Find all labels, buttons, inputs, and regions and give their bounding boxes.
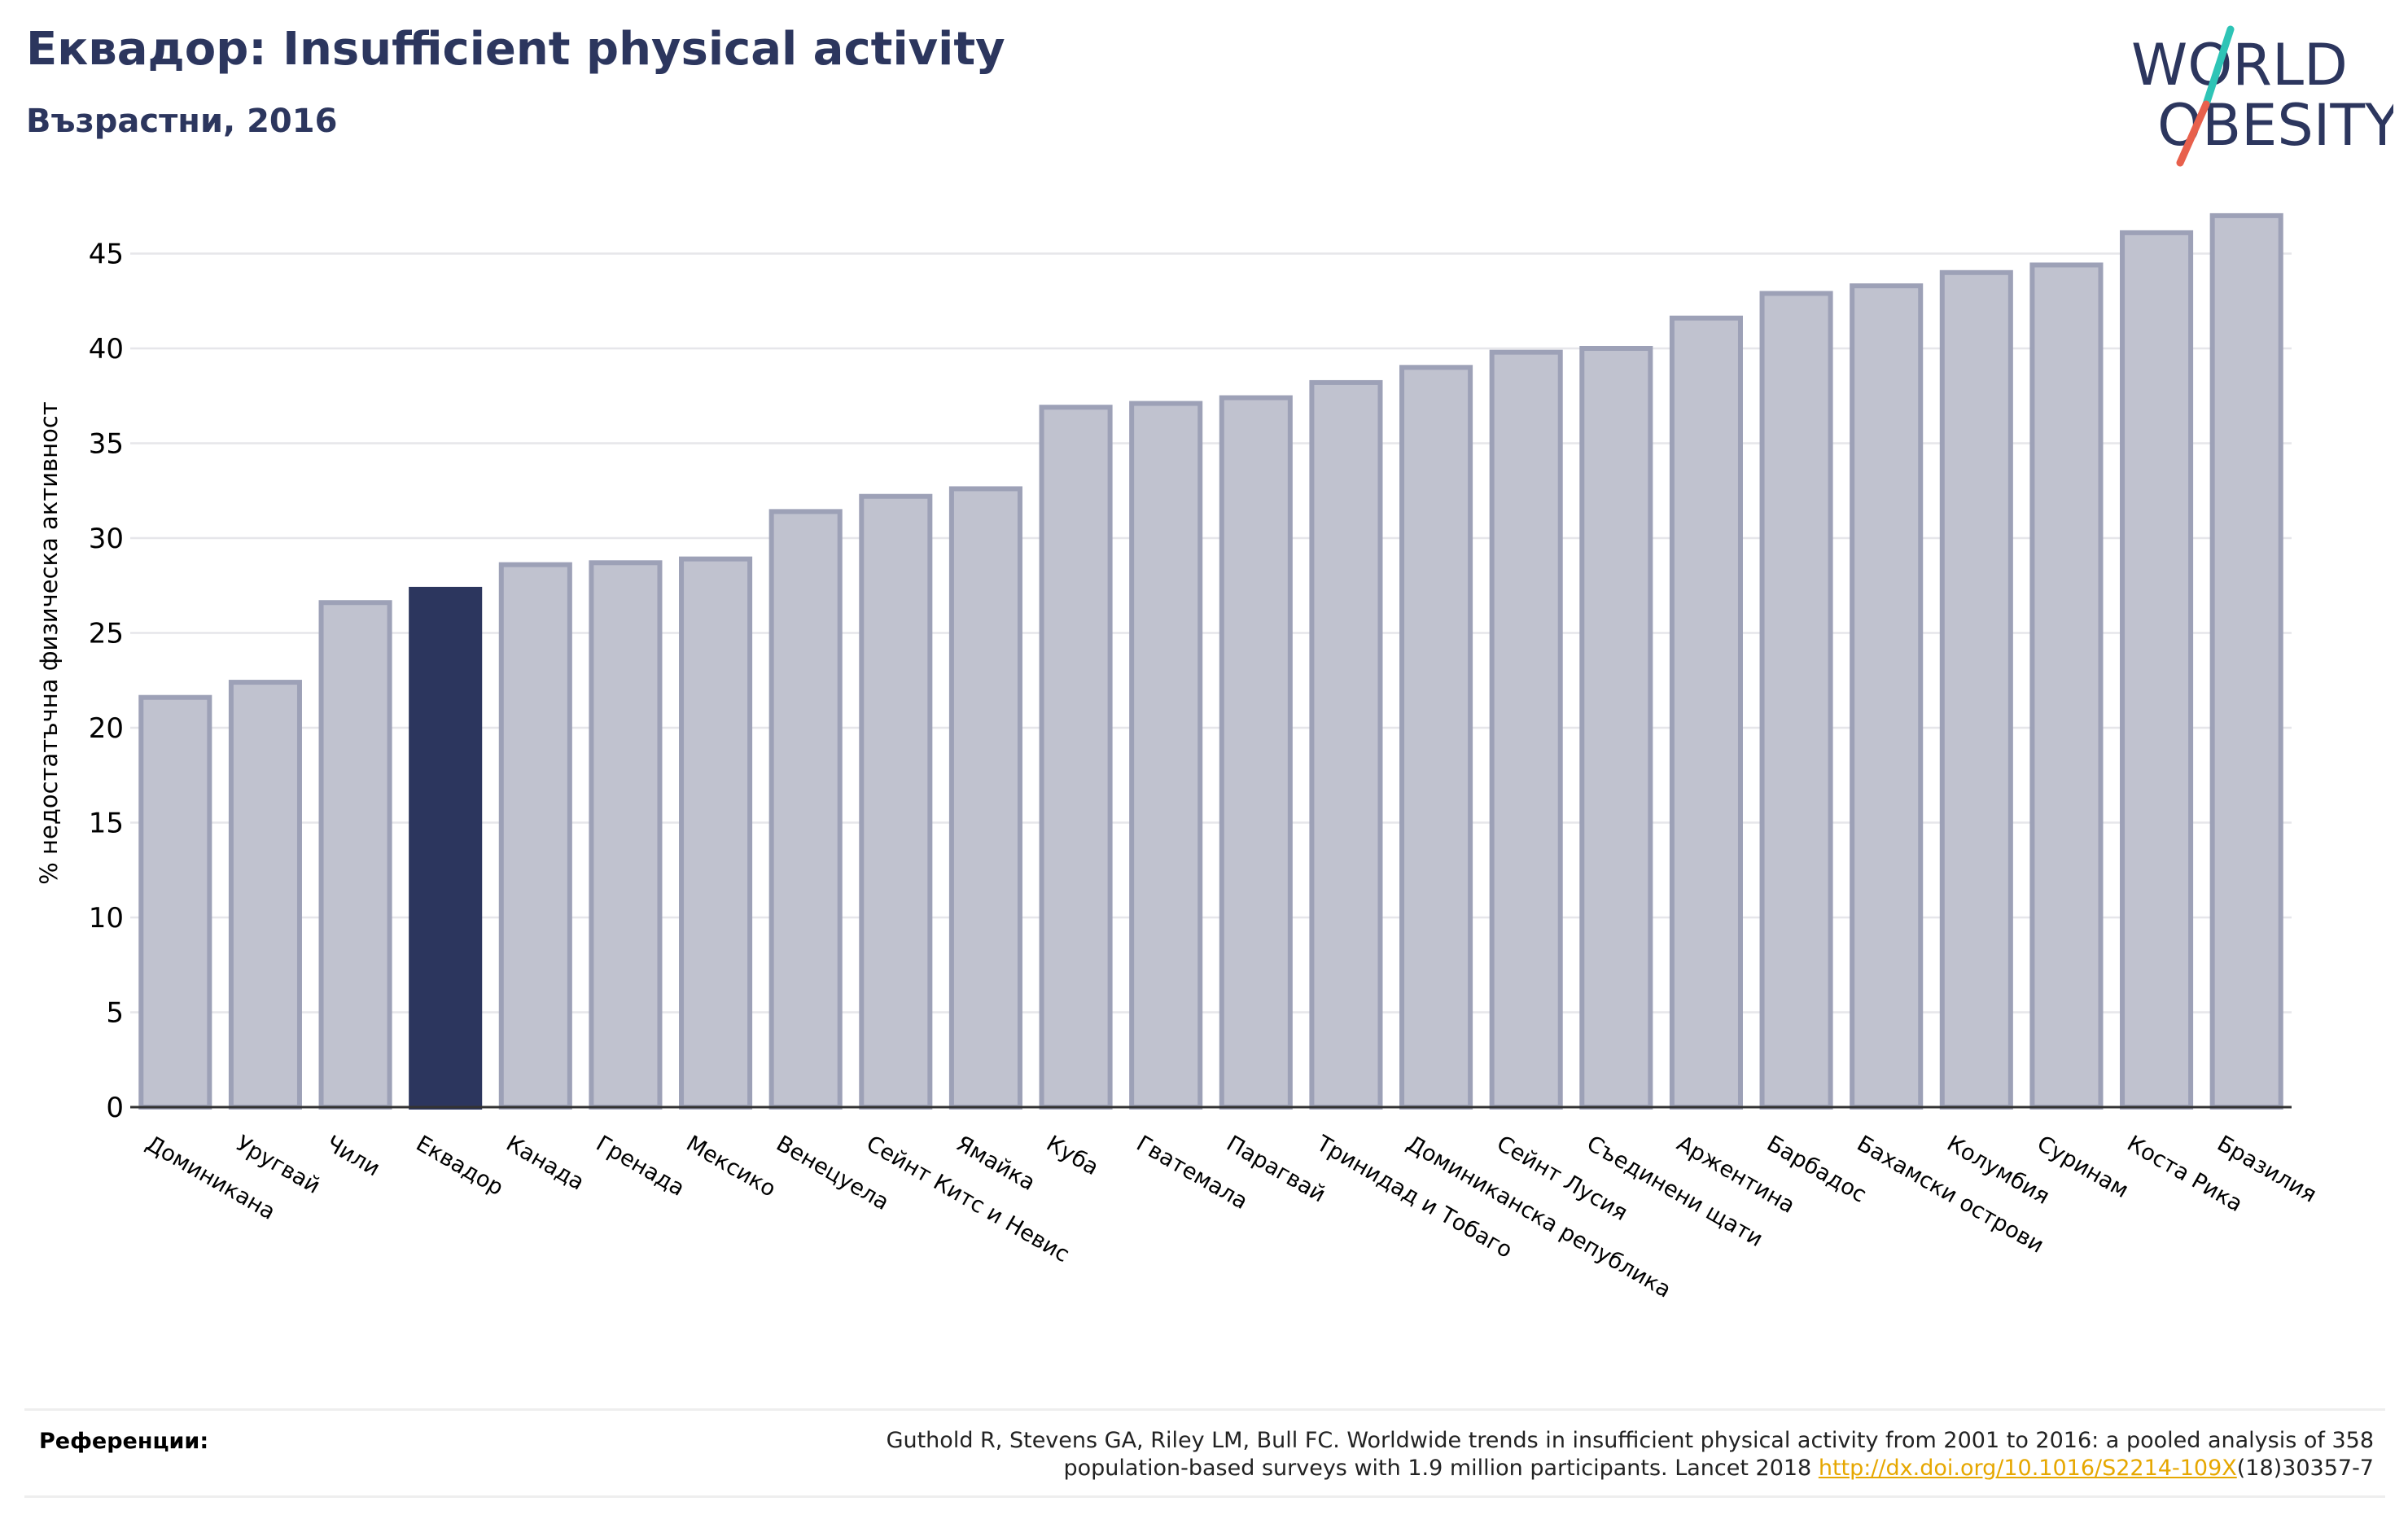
- bar-20: [1850, 283, 1924, 1110]
- x-tick-label: Канада: [501, 1131, 589, 1195]
- bar-15: [1399, 365, 1473, 1110]
- y-tick-label: 5: [106, 997, 124, 1030]
- doi-link[interactable]: http://dx.doi.org/10.1016/S2214-109X: [1818, 1456, 2237, 1481]
- bar-12: [1129, 401, 1203, 1110]
- bar-10: [948, 486, 1022, 1110]
- y-tick-label: 0: [106, 1092, 124, 1124]
- y-axis-label: % недостатъчна физическа активност: [35, 401, 63, 885]
- y-tick-label: 10: [89, 902, 124, 935]
- bar-18: [1669, 315, 1743, 1110]
- reference-line-2-suffix: (18)30357-7: [2236, 1456, 2374, 1481]
- bar-17: [1579, 346, 1653, 1110]
- reference-line-2-text: population-based surveys with 1.9 millio…: [1063, 1456, 1819, 1481]
- bar-14: [1309, 379, 1383, 1110]
- grid-lines: [130, 252, 2292, 1014]
- bar-1: [138, 694, 212, 1110]
- references-text: Guthold R, Stevens GA, Riley LM, Bull FC…: [887, 1427, 2374, 1482]
- bar-4: [409, 586, 483, 1110]
- bar-19: [1759, 291, 1833, 1110]
- y-tick-label: 40: [89, 333, 124, 366]
- reference-line-2: population-based surveys with 1.9 millio…: [887, 1455, 2374, 1482]
- x-tick-label: Гренада: [592, 1131, 689, 1202]
- references-label: Референции:: [39, 1429, 209, 1454]
- references-box: Референции: Guthold R, Stevens GA, Riley…: [24, 1408, 2385, 1498]
- bar-16: [1489, 349, 1563, 1110]
- y-tick-label: 20: [89, 712, 124, 745]
- bars: [138, 212, 2283, 1110]
- x-tick-label: Куба: [1042, 1131, 1103, 1180]
- x-tick-label: Еквадор: [412, 1131, 508, 1201]
- page-title: Еквадор: Insufficient physical activity: [26, 23, 1005, 76]
- bar-8: [768, 509, 843, 1110]
- y-axis-ticks: 0 5 10 15 20 25 30 35 40 45: [89, 239, 124, 1125]
- x-tick-label: Мексико: [682, 1131, 781, 1202]
- x-tick-label: Чили: [322, 1131, 384, 1181]
- y-tick-label: 15: [89, 808, 124, 840]
- page-subtitle: Възрастни, 2016: [26, 103, 338, 140]
- bar-5: [498, 562, 572, 1110]
- bar-22: [2029, 262, 2104, 1110]
- y-tick-label: 45: [89, 239, 124, 271]
- bar-2: [228, 680, 302, 1110]
- bar-21: [1939, 269, 2013, 1110]
- bar-9: [859, 493, 933, 1110]
- bar-6: [589, 560, 663, 1110]
- logo-slash-top: [2202, 25, 2235, 108]
- bar-24: [2209, 212, 2283, 1110]
- bar-7: [679, 556, 753, 1110]
- bar-23: [2120, 230, 2194, 1110]
- y-tick-label: 30: [89, 523, 124, 555]
- world-obesity-logo: WORLD OBESITY: [2131, 25, 2393, 167]
- y-tick-label: 25: [89, 618, 124, 650]
- logo-line1: WORLD: [2131, 32, 2348, 99]
- bar-13: [1219, 395, 1293, 1110]
- bar-11: [1039, 405, 1113, 1110]
- bar-3: [318, 600, 392, 1110]
- reference-line-1: Guthold R, Stevens GA, Riley LM, Bull FC…: [886, 1428, 2374, 1453]
- logo-slash-bottom: [2176, 100, 2210, 167]
- y-tick-label: 35: [89, 428, 124, 461]
